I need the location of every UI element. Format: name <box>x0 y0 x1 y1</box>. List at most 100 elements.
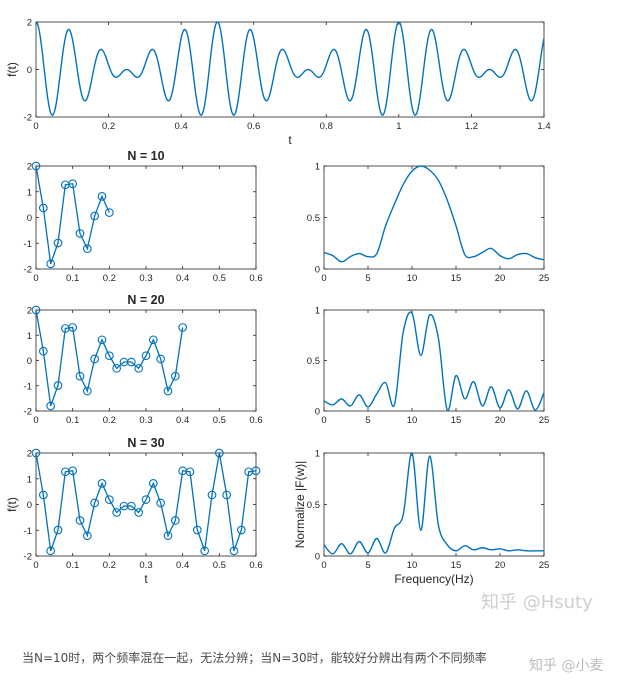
y-tick-label: -1 <box>24 239 32 250</box>
signal-line <box>36 21 544 116</box>
x-tick-label: 10 <box>407 560 418 571</box>
sample-point <box>46 401 56 411</box>
x-tick-label: 0.6 <box>249 415 262 426</box>
sample-point <box>90 498 100 508</box>
y-tick-label: -1 <box>24 381 32 392</box>
sample-point <box>38 490 48 500</box>
x-tick-label: 0.4 <box>176 273 189 284</box>
y-tick-label: 0 <box>315 265 320 276</box>
x-tick-label: 0.5 <box>213 560 226 571</box>
plot-area <box>323 309 545 412</box>
y-tick-label: 1 <box>27 187 32 198</box>
sample-point <box>53 238 63 248</box>
sample-point <box>236 525 246 535</box>
x-tick-label: 0 <box>321 415 326 426</box>
sample-point <box>97 335 107 345</box>
y-tick-label: 0 <box>27 500 32 511</box>
x-axis-label: t <box>288 133 292 147</box>
x-tick-label: 0.2 <box>103 415 116 426</box>
chart-spectrum-n10: 0 5 10 15 20 25 0 0.5 1 <box>307 162 550 285</box>
sample-point <box>126 357 136 367</box>
sample-point <box>214 448 224 458</box>
sample-point <box>68 323 78 332</box>
y-tick-label: 1 <box>315 162 320 173</box>
chart-samples-n30: 0 0.1 0.2 0.3 0.4 0.5 0.6 -2 -1 0 1 2 N = 30 t f(t) <box>5 436 263 586</box>
sample-point <box>185 467 195 477</box>
sample-point <box>90 354 100 364</box>
y-tick-label: 2 <box>27 449 32 460</box>
sample-point <box>141 495 151 504</box>
sample-point <box>141 351 151 361</box>
x-tick-label: 0.5 <box>213 415 226 426</box>
sample-point <box>31 305 41 315</box>
x-tick-label: 25 <box>539 273 550 284</box>
y-tick-label: 1 <box>315 306 320 317</box>
y-tick-label: 1 <box>27 474 32 485</box>
sample-point <box>163 531 173 541</box>
sample-point <box>104 495 114 504</box>
x-tick-label: 0.6 <box>247 121 260 132</box>
sample-point <box>82 386 92 396</box>
x-tick-label: 0.4 <box>176 415 189 426</box>
sample-point <box>134 363 144 373</box>
x-tick-label: 0 <box>321 560 326 571</box>
y-tick-label: -2 <box>24 407 32 418</box>
x-tick-label: 10 <box>407 273 418 284</box>
x-tick-label: 0.1 <box>66 560 79 571</box>
y-tick-label: 0 <box>27 213 32 224</box>
sample-point <box>75 516 85 525</box>
y-axis-label: f(t) <box>5 62 19 77</box>
chart-title: N = 30 <box>127 436 164 450</box>
x-axis-label: Frequency(Hz) <box>394 572 473 586</box>
sample-point <box>104 351 114 361</box>
x-tick-label: 0.2 <box>102 121 115 132</box>
y-tick-label: 2 <box>27 306 32 317</box>
sample-point <box>97 479 107 488</box>
y-tick-label: 0 <box>27 356 32 367</box>
sample-point <box>90 211 100 221</box>
x-tick-label: 0 <box>33 121 38 132</box>
sample-point <box>163 386 173 396</box>
sample-point <box>53 525 63 535</box>
sample-point <box>38 203 48 213</box>
sample-point <box>207 490 217 500</box>
sample-point <box>200 546 210 556</box>
y-tick-label: 2 <box>27 18 32 29</box>
series-line <box>36 452 256 552</box>
x-tick-label: 15 <box>451 415 462 426</box>
spectrum-line <box>324 165 544 263</box>
x-tick-label: 0 <box>33 415 38 426</box>
x-tick-label: 0.4 <box>175 121 188 132</box>
y-tick-label: -2 <box>24 552 32 563</box>
spectrum-line <box>324 311 544 412</box>
x-tick-label: 25 <box>539 415 550 426</box>
sample-point <box>68 179 78 189</box>
sample-point <box>82 244 92 254</box>
x-tick-label: 5 <box>365 273 370 284</box>
y-tick-label: -2 <box>24 113 32 124</box>
sample-point <box>68 466 78 476</box>
y-tick-label: 1 <box>27 331 32 342</box>
x-tick-label: 5 <box>365 415 370 426</box>
sample-point <box>126 501 136 511</box>
series-line <box>36 309 184 407</box>
y-tick-label: 0.5 <box>307 356 320 367</box>
x-tick-label: 0 <box>321 273 326 284</box>
plot-area <box>35 21 545 118</box>
watermark-corner: 知乎 @小麦 <box>529 658 604 674</box>
y-tick-label: 2 <box>27 162 32 173</box>
sample-point <box>178 323 188 332</box>
x-tick-label: 0 <box>33 273 38 284</box>
watermark-main: 知乎 @Hsuty <box>481 592 593 613</box>
sample-point <box>134 508 144 517</box>
sample-point <box>31 161 41 171</box>
chart-spectrum-n30: 0 5 10 15 20 25 0 0.5 1 Frequency(Hz) Normalize |F… <box>293 449 549 587</box>
x-tick-label: 5 <box>365 560 370 571</box>
x-tick-label: 0.8 <box>320 121 333 132</box>
sample-point <box>170 516 180 525</box>
sample-point <box>251 466 261 476</box>
sample-point <box>38 346 48 356</box>
sample-point <box>104 208 114 217</box>
x-tick-label: 25 <box>539 560 550 571</box>
